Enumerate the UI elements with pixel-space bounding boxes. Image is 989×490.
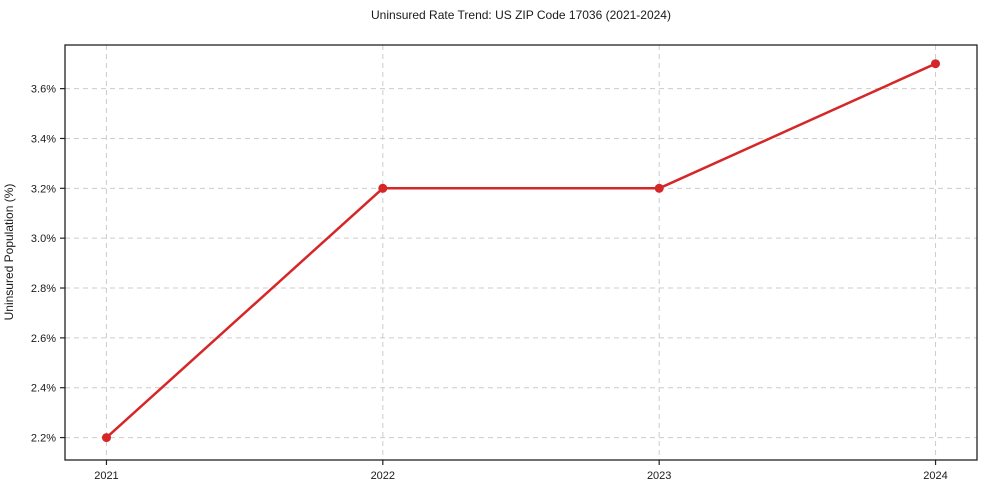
y-tick-label: 2.4% [31, 383, 56, 395]
y-tick-label: 2.8% [31, 283, 56, 295]
y-tick-label: 3.4% [31, 133, 56, 145]
y-tick-label: 3.0% [31, 233, 56, 245]
x-tick-label: 2023 [647, 470, 671, 482]
x-tick-label: 2021 [94, 470, 118, 482]
x-tick-label: 2022 [371, 470, 395, 482]
y-tick-label: 2.2% [31, 433, 56, 445]
y-tick-label: 2.6% [31, 333, 56, 345]
chart-title: Uninsured Rate Trend: US ZIP Code 17036 … [371, 8, 671, 22]
trend-line [105, 62, 937, 439]
y-tick-label: 3.6% [31, 84, 56, 96]
data-point-marker [102, 433, 111, 443]
data-point-marker [378, 183, 388, 193]
y-tick-label: 3.2% [31, 183, 56, 195]
data-point-marker [931, 59, 940, 69]
data-point-marker [654, 183, 664, 193]
plot-frame [64, 44, 978, 461]
x-tick-label: 2024 [923, 470, 947, 482]
